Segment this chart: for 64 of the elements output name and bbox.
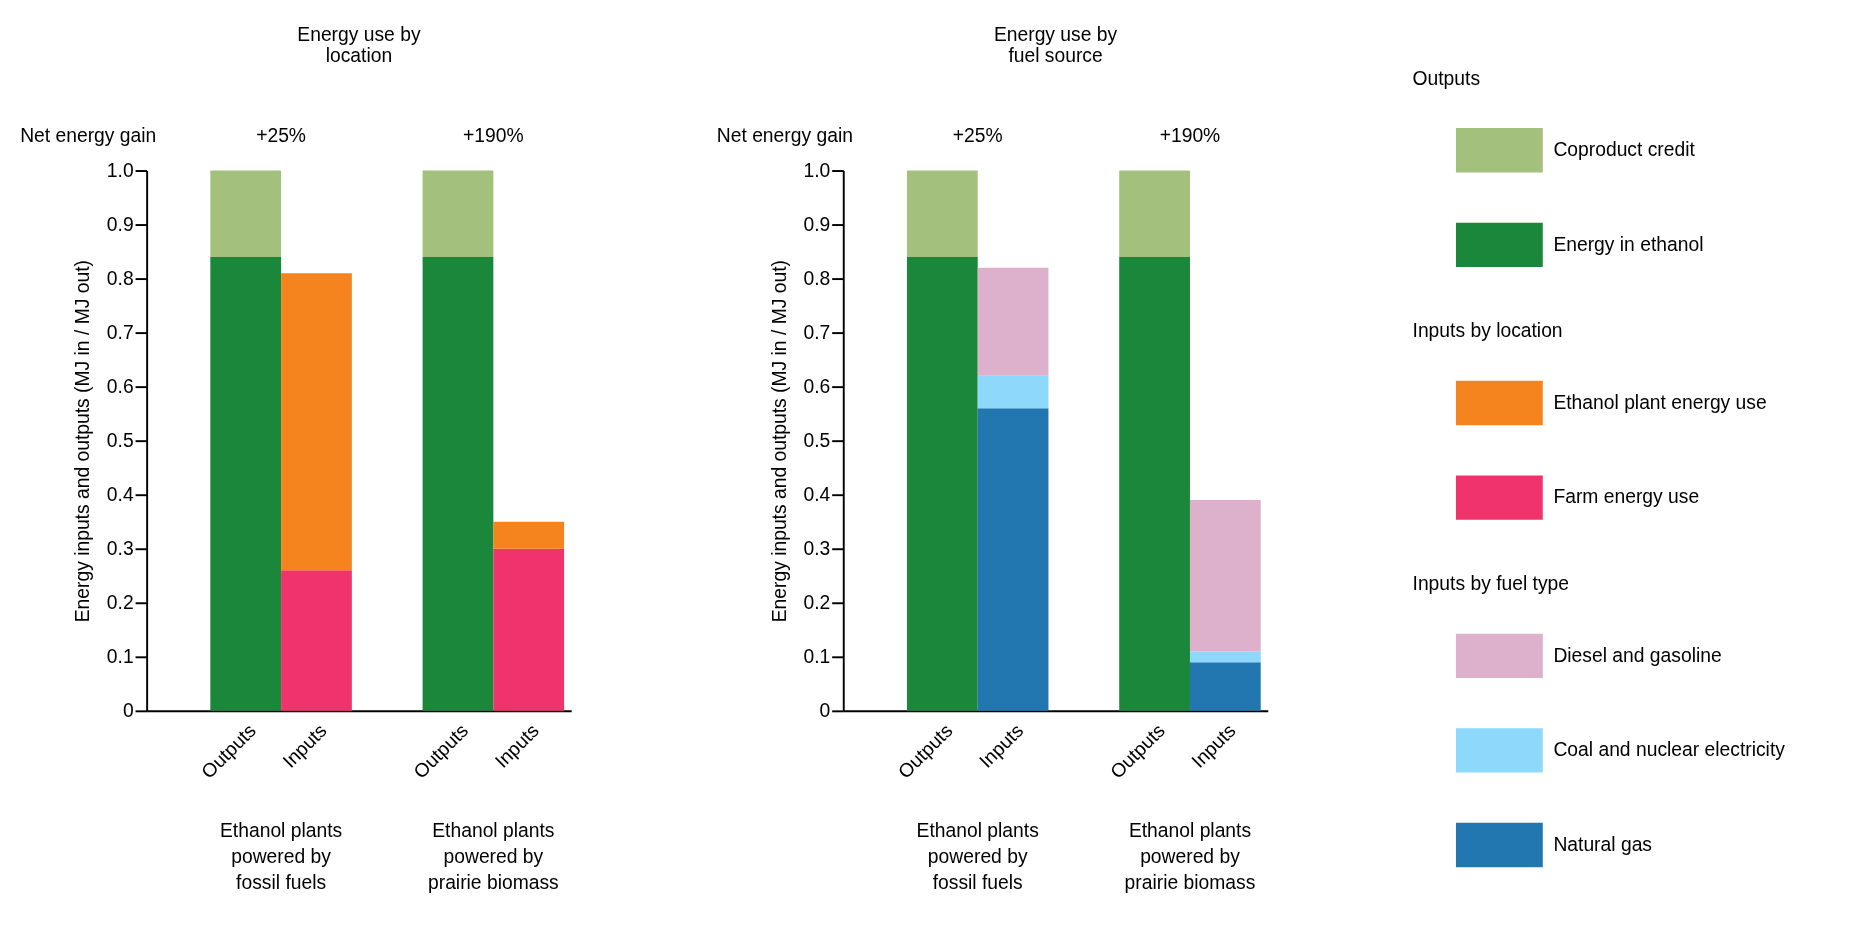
text: +190%	[1159, 124, 1221, 146]
y-tick-label: 0.7	[803, 321, 831, 343]
bar	[493, 548, 565, 711]
bar	[1119, 256, 1190, 711]
bar	[1189, 651, 1261, 663]
bar	[977, 375, 1049, 409]
bar	[977, 408, 1049, 711]
bar	[1119, 170, 1190, 257]
text: +25%	[256, 124, 307, 146]
text: Ethanol plants powered by prairie biomass	[1124, 820, 1256, 894]
text: Ethanol plants powered by fossil fuels	[916, 820, 1039, 894]
y-tick-label: 0.8	[106, 267, 134, 289]
text: Inputs by fuel type	[1412, 573, 1570, 595]
text: Ethanol plants powered by prairie biomass	[427, 820, 559, 894]
bar	[906, 170, 978, 257]
y-tick-label: 1.0	[106, 159, 134, 181]
text: Net energy gain	[20, 124, 157, 146]
text: Ethanol plants powered by fossil fuels	[219, 820, 343, 894]
legend-label: Ethanol plant energy use	[1553, 391, 1767, 413]
bar	[1189, 500, 1261, 652]
bar	[422, 170, 494, 257]
bar	[906, 256, 978, 711]
bar	[1189, 662, 1261, 711]
legend-label: Coproduct credit	[1553, 139, 1696, 161]
text: Inputs by location	[1412, 320, 1563, 342]
text: Outputs	[1412, 67, 1481, 89]
y-tick-label: 0.3	[106, 538, 134, 560]
y-tick-label: 0.6	[803, 375, 831, 397]
legend-label: Diesel and gasoline	[1553, 644, 1722, 666]
text: +190%	[463, 124, 524, 146]
y-tick-label: 0.4	[803, 483, 831, 505]
y-tick-label: 0.6	[106, 375, 134, 397]
y-tick-label: 0	[819, 700, 831, 722]
chart-title: Energy use by location	[297, 24, 421, 67]
text: +25%	[952, 124, 1003, 146]
y-tick-label: 0.2	[803, 592, 831, 614]
legend-label: Energy in ethanol	[1553, 233, 1704, 255]
bar	[977, 267, 1049, 376]
y-tick-label: 0.7	[106, 321, 134, 343]
y-tick-label: 0.5	[803, 429, 831, 451]
y-tick-label: 0.2	[106, 592, 134, 614]
legend-label: Farm energy use	[1553, 486, 1700, 508]
y-axis-title: Energy inputs and outputs (MJ in / MJ out)	[72, 260, 94, 623]
y-tick-label: 1.0	[803, 159, 831, 181]
bar	[281, 273, 352, 571]
y-tick-label: 0.5	[106, 429, 134, 451]
y-tick-label: 0.3	[803, 538, 831, 560]
legend-label: Coal and nuclear electricity	[1553, 739, 1786, 761]
legend-label: Natural gas	[1553, 833, 1652, 855]
bar	[210, 256, 282, 711]
y-tick-label: 0.1	[803, 646, 831, 668]
y-tick-label: 0.4	[106, 483, 134, 505]
y-tick-label: 0	[122, 700, 134, 722]
y-tick-label: 0.1	[106, 646, 134, 668]
y-axis-title: Energy inputs and outputs (MJ in / MJ out)	[769, 260, 791, 623]
y-tick-label: 0.9	[106, 213, 134, 235]
y-tick-label: 0.9	[803, 213, 831, 235]
chart-title: Energy use by fuel source	[993, 24, 1118, 67]
text: Net energy gain	[716, 124, 853, 146]
bar	[422, 256, 494, 711]
y-tick-label: 0.8	[803, 267, 831, 289]
bar	[493, 521, 565, 549]
bar	[210, 170, 282, 257]
bar	[281, 570, 352, 711]
